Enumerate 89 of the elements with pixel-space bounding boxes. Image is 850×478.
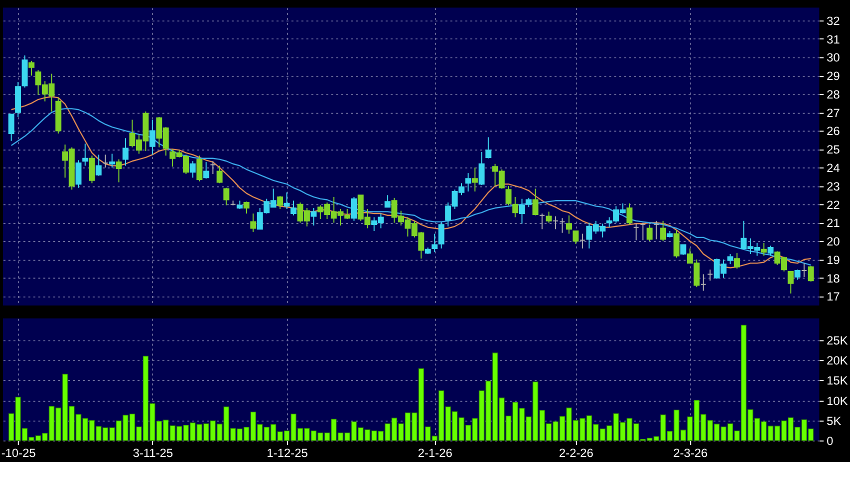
candlestick — [290, 200, 296, 216]
candlestick — [203, 162, 210, 180]
y-tick-label: 27 — [826, 106, 840, 120]
y-tick-label: 15K — [826, 374, 848, 388]
candlestick — [552, 216, 559, 230]
y-tick-label: 31 — [826, 32, 840, 46]
candlestick — [351, 196, 357, 222]
candlestick — [653, 220, 660, 240]
candlestick — [801, 262, 808, 278]
y-tick-label: 23 — [826, 179, 840, 194]
y-tick-label: 17 — [826, 290, 840, 304]
candlestick — [566, 214, 572, 234]
candlestick — [646, 224, 653, 242]
candlestick — [438, 221, 444, 249]
candlestick — [546, 211, 552, 224]
candlestick — [116, 158, 122, 183]
candlestick — [88, 155, 95, 184]
candlestick — [640, 222, 646, 241]
x-tick-label: 2-3-26 — [673, 446, 708, 460]
candlestick — [512, 196, 518, 218]
y-tick-label: 19 — [826, 252, 840, 267]
candlestick — [109, 153, 116, 168]
candlestick — [526, 197, 532, 208]
candlestick — [532, 188, 538, 216]
candlestick — [478, 151, 485, 186]
candlestick — [760, 242, 767, 256]
y-tick-label: 10K — [826, 394, 848, 408]
candlestick — [559, 218, 566, 234]
candlestick — [579, 233, 586, 249]
candlestick — [768, 245, 774, 256]
candlestick — [8, 114, 14, 142]
candlestick — [122, 138, 129, 166]
x-tick-label: -10-25 — [1, 446, 36, 460]
y-tick-label: 26 — [826, 124, 840, 138]
candlestick — [310, 208, 317, 226]
y-tick-label: 25K — [826, 334, 848, 348]
y-tick-label: 30 — [826, 50, 840, 65]
candlestick — [190, 160, 196, 178]
candlestick — [210, 160, 216, 174]
candlestick — [808, 265, 814, 282]
y-tick-label: 29 — [826, 69, 840, 84]
candlestick — [472, 167, 478, 192]
candlestick — [102, 154, 108, 168]
candlestick — [432, 233, 438, 253]
candlestick — [506, 185, 512, 206]
candlestick — [96, 154, 102, 176]
candlestick — [76, 160, 82, 188]
y-tick-label: 21 — [826, 216, 840, 230]
candlestick — [216, 165, 223, 184]
candlestick — [680, 244, 686, 256]
candlestick — [674, 230, 680, 258]
candlestick — [284, 192, 290, 210]
candlestick — [243, 201, 250, 214]
candlestick — [82, 143, 88, 166]
x-tick-label: 2-2-26 — [559, 446, 594, 460]
candlestick — [700, 274, 706, 292]
y-tick-label: 20K — [826, 354, 848, 368]
candlestick — [539, 213, 546, 230]
y-tick-label: 5K — [826, 414, 842, 428]
y-tick-label: 32 — [826, 14, 840, 28]
candlestick — [633, 223, 640, 241]
candlestick — [660, 220, 666, 242]
y-tick-label: 20 — [826, 234, 840, 249]
y-tick-label: 22 — [826, 198, 840, 212]
x-tick-label: 3-11-25 — [132, 446, 174, 460]
candlestick — [465, 172, 472, 192]
y-tick-label: 24 — [826, 161, 840, 176]
x-tick-label: 2-1-26 — [418, 446, 453, 460]
candlestick — [626, 202, 632, 226]
candlestick — [277, 196, 284, 210]
candlestick — [28, 60, 34, 76]
candlestick — [794, 269, 800, 280]
candlestick — [572, 230, 579, 244]
candlestick — [384, 194, 391, 208]
candlestick — [485, 136, 492, 159]
candlestick — [196, 155, 202, 182]
candlestick — [707, 269, 714, 282]
candlestick — [223, 187, 230, 206]
y-tick-label: 0 — [826, 434, 834, 448]
y-tick-label: 18 — [826, 271, 840, 286]
candlestick — [149, 119, 156, 156]
y-tick-label: 28 — [826, 87, 840, 102]
candlestick — [250, 213, 256, 232]
candlestick — [518, 198, 525, 224]
candlestick — [788, 270, 794, 294]
candlestick — [734, 252, 740, 270]
candlestick — [727, 253, 734, 265]
x-tick-label: 1-12-25 — [266, 446, 308, 460]
y-tick-label: 25 — [826, 142, 840, 157]
